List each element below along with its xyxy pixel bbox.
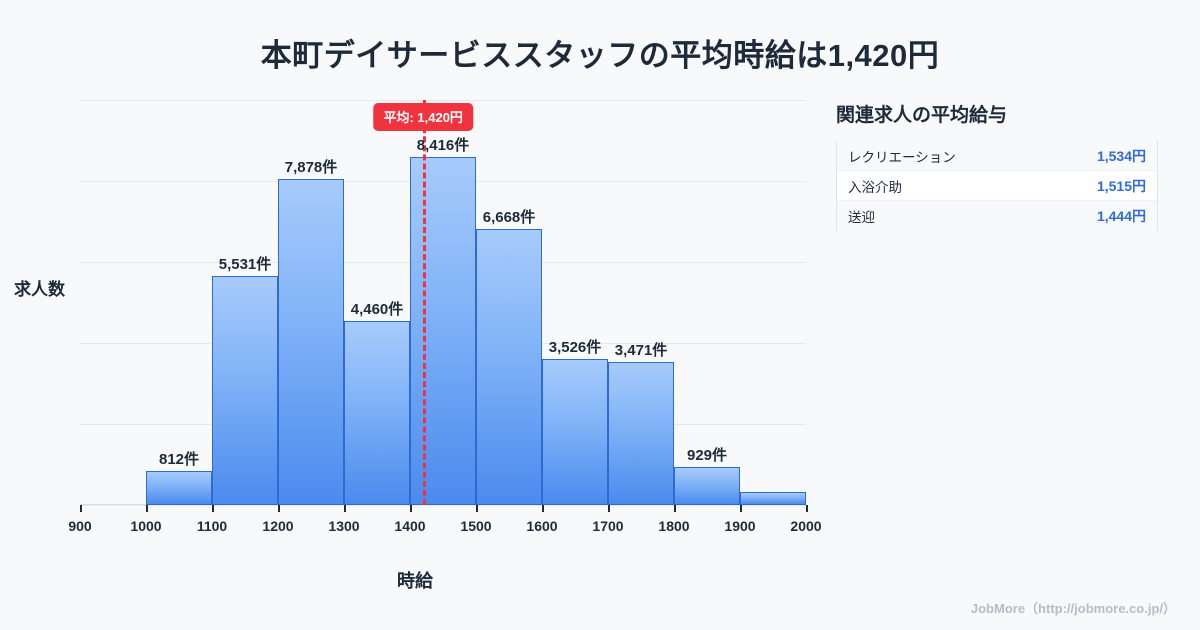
x-tick-label: 1000 [130, 518, 162, 534]
related-salary-value: 1,444円 [1096, 208, 1146, 224]
histogram-chart: 求人数 900 1000 1100 1200 1300 1400 1500 1600 1700 1… [0, 95, 830, 595]
bar-value-label: 812件 [158, 451, 200, 469]
bar-value-label: 6,668件 [482, 209, 536, 227]
plot-area [80, 100, 806, 506]
related-salary-panel: 関連求人の平均給与 レクリエーション 1,534円入浴介助 1,515円送迎 1,44… [836, 100, 1166, 231]
x-tick-label: 1900 [724, 518, 756, 534]
related-salary-row[interactable]: 送迎 1,444円 [837, 201, 1157, 231]
x-tick-label: 1700 [592, 518, 624, 534]
x-tick-mark [542, 505, 544, 512]
bar-value-label: 929件 [686, 446, 728, 464]
bar-value-label: 4,460件 [350, 300, 404, 318]
related-salary-row[interactable]: 入浴介助 1,515円 [837, 171, 1157, 201]
bar-value-label: 3,526件 [548, 339, 602, 357]
x-tick-label: 1400 [394, 518, 426, 534]
related-salary-label: 入浴介助 [848, 179, 902, 195]
y-axis-label: 求人数 [14, 280, 65, 299]
bar-value-label: 3,471件 [614, 341, 668, 359]
x-tick-mark [212, 505, 214, 512]
bar-value-label: 5,531件 [218, 256, 272, 274]
bar[interactable] [212, 276, 278, 505]
x-tick-mark [476, 505, 478, 512]
related-salary-row[interactable]: レクリエーション 1,534円 [837, 141, 1157, 171]
x-tick-label: 2000 [790, 518, 822, 534]
gridline [80, 100, 806, 101]
footer-attribution: JobMore（http://jobmore.co.jp/） [970, 601, 1176, 616]
bar[interactable] [740, 491, 806, 505]
bar[interactable] [410, 157, 476, 505]
bar[interactable] [344, 320, 410, 505]
bar-value-label: 7,878件 [284, 159, 338, 177]
related-salary-title: 関連求人の平均給与 [836, 105, 1008, 126]
average-line [423, 100, 427, 505]
bar[interactable] [476, 229, 542, 505]
related-salary-label: レクリエーション [848, 149, 956, 165]
bar-series [80, 100, 806, 505]
related-salary-label: 送迎 [848, 210, 875, 225]
bar[interactable] [674, 466, 740, 505]
x-tick-label: 900 [68, 518, 92, 534]
bar[interactable] [608, 361, 674, 505]
related-salary-table: レクリエーション 1,534円入浴介助 1,515円送迎 1,444円 [836, 141, 1158, 231]
related-salary-value: 1,534円 [1096, 147, 1146, 164]
x-tick-mark [608, 505, 610, 512]
x-axis-label: 時給 [397, 571, 433, 591]
page-title: 本町デイサービススタッフの平均時給は1,420円 [260, 38, 940, 73]
x-tick-mark [344, 505, 346, 512]
related-salary-value: 1,515円 [1096, 177, 1146, 194]
x-tick-mark [80, 505, 82, 512]
x-tick-label: 1200 [262, 518, 294, 534]
x-tick-mark [806, 505, 808, 512]
x-tick-mark [410, 505, 412, 512]
x-tick-label: 1600 [526, 518, 558, 534]
x-tick-mark [278, 505, 280, 512]
x-tick-label: 1800 [658, 518, 690, 534]
average-badge: 平均: 1,420円 [373, 103, 473, 131]
bar-value-label: 8,416件 [416, 137, 470, 155]
x-tick-label: 1500 [460, 518, 492, 534]
x-tick-mark [146, 505, 148, 512]
x-tick-label: 1300 [328, 518, 360, 534]
bar[interactable] [542, 359, 608, 505]
bar[interactable] [146, 471, 212, 505]
x-tick-label: 1100 [196, 518, 228, 534]
bar[interactable] [278, 179, 344, 505]
x-tick-mark [740, 505, 742, 512]
gridline [80, 505, 806, 506]
x-tick-mark [674, 505, 676, 512]
